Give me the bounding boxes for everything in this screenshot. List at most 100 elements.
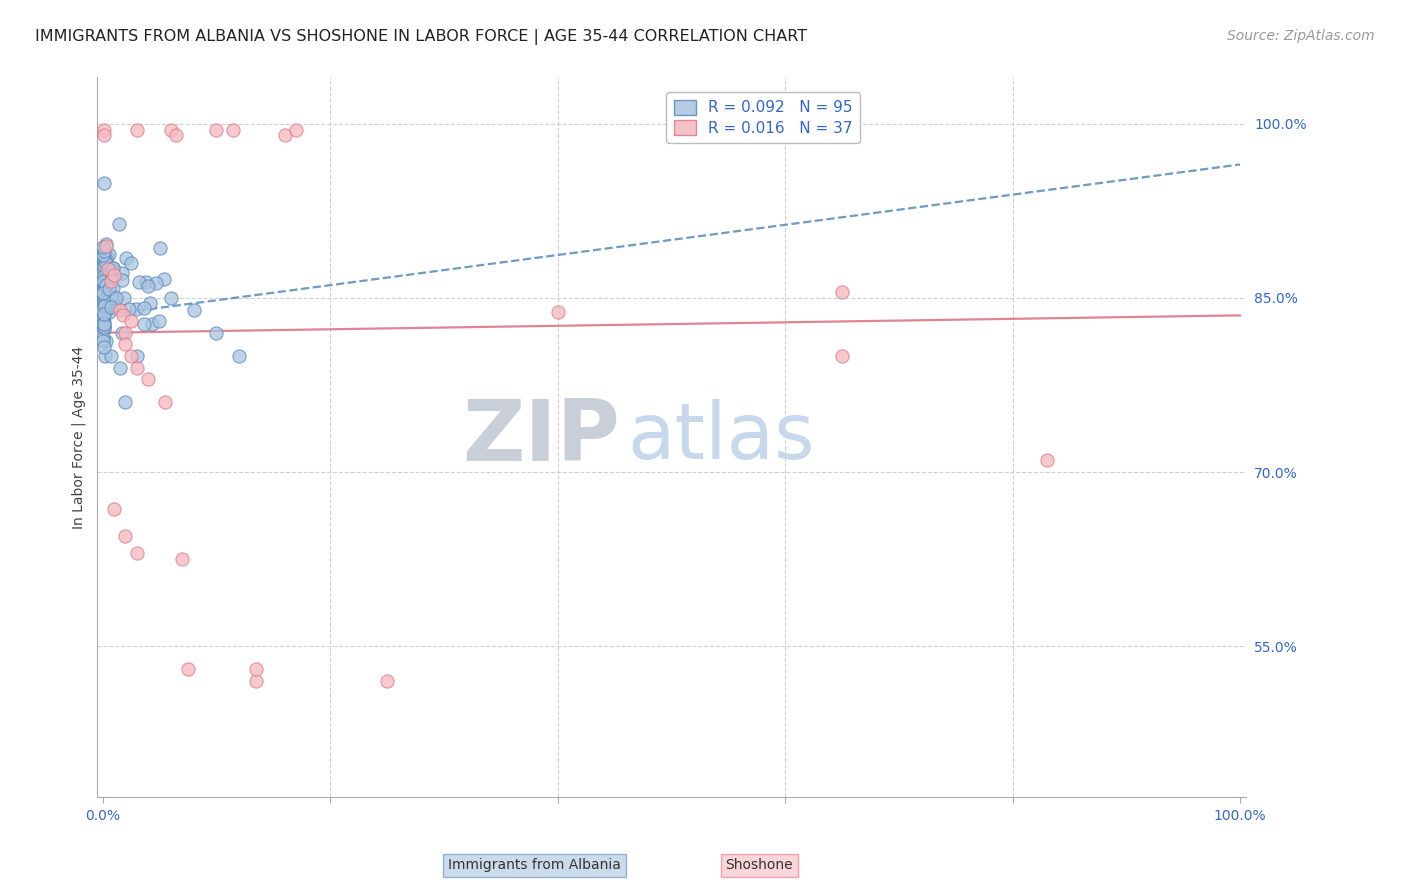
Point xyxy=(91,274,114,288)
Point xyxy=(94,349,117,363)
Point xyxy=(136,279,159,293)
Point xyxy=(96,297,118,311)
Point xyxy=(96,277,118,291)
Point xyxy=(375,673,398,688)
Point xyxy=(94,238,117,252)
Point xyxy=(111,266,134,280)
Point xyxy=(93,122,115,136)
Point xyxy=(91,247,114,261)
Point xyxy=(120,256,142,270)
Point xyxy=(93,268,115,283)
Point xyxy=(114,395,136,409)
Point xyxy=(97,299,120,313)
Point xyxy=(96,249,118,263)
Point xyxy=(103,502,125,516)
Point xyxy=(145,276,167,290)
Point xyxy=(222,122,245,136)
Point xyxy=(112,291,135,305)
Point xyxy=(245,673,267,688)
Point xyxy=(93,299,115,313)
Point xyxy=(134,317,156,331)
Point xyxy=(93,293,115,308)
Point xyxy=(91,295,114,310)
Point xyxy=(138,295,160,310)
Point xyxy=(245,662,267,676)
Point xyxy=(97,247,120,261)
Point xyxy=(115,252,138,266)
Point xyxy=(91,285,114,299)
Point xyxy=(91,239,114,253)
Point xyxy=(94,294,117,309)
Point xyxy=(91,310,114,325)
Point xyxy=(134,301,156,316)
Point xyxy=(177,662,200,676)
Point xyxy=(136,372,159,386)
Point xyxy=(101,260,124,275)
Point xyxy=(183,302,205,317)
Point xyxy=(94,236,117,251)
Legend: R = 0.092   N = 95, R = 0.016   N = 37: R = 0.092 N = 95, R = 0.016 N = 37 xyxy=(666,92,860,144)
Point xyxy=(120,349,142,363)
Point xyxy=(114,529,136,543)
Point xyxy=(128,275,150,289)
Point xyxy=(101,270,124,285)
Point xyxy=(97,261,120,276)
Point xyxy=(91,292,114,306)
Text: IMMIGRANTS FROM ALBANIA VS SHOSHONE IN LABOR FORCE | AGE 35-44 CORRELATION CHART: IMMIGRANTS FROM ALBANIA VS SHOSHONE IN L… xyxy=(35,29,807,45)
Point xyxy=(547,305,569,319)
Point xyxy=(91,331,114,345)
Point xyxy=(101,281,124,295)
Point xyxy=(93,322,115,336)
Point xyxy=(108,302,131,317)
Point xyxy=(125,122,148,136)
Point xyxy=(125,360,148,375)
Point xyxy=(100,274,122,288)
Point xyxy=(1035,453,1057,467)
Point xyxy=(93,315,115,329)
Point xyxy=(118,302,141,317)
Point xyxy=(94,256,117,270)
Point xyxy=(111,273,134,287)
Point xyxy=(91,291,114,305)
Point xyxy=(100,349,122,363)
Point xyxy=(94,287,117,301)
Point xyxy=(284,122,307,136)
Text: ZIP: ZIP xyxy=(461,396,620,479)
Point xyxy=(93,314,115,328)
Point xyxy=(93,307,115,321)
Point xyxy=(91,258,114,272)
Text: Shoshone: Shoshone xyxy=(725,858,793,872)
Text: Immigrants from Albania: Immigrants from Albania xyxy=(449,858,620,872)
Point xyxy=(125,349,148,363)
Point xyxy=(94,252,117,266)
Text: Source: ZipAtlas.com: Source: ZipAtlas.com xyxy=(1227,29,1375,43)
Point xyxy=(93,253,115,268)
Y-axis label: In Labor Force | Age 35-44: In Labor Force | Age 35-44 xyxy=(72,345,86,529)
Point xyxy=(153,272,176,286)
Point xyxy=(93,128,115,143)
Point xyxy=(94,278,117,293)
Point xyxy=(94,334,117,348)
Point xyxy=(205,122,228,136)
Point xyxy=(273,128,295,143)
Point xyxy=(159,122,181,136)
Point xyxy=(166,128,188,143)
Text: atlas: atlas xyxy=(627,400,815,475)
Point xyxy=(108,217,131,231)
Point xyxy=(97,287,120,301)
Point xyxy=(93,339,115,353)
Point xyxy=(100,263,122,277)
Point xyxy=(98,305,121,319)
Point xyxy=(98,291,121,305)
Point xyxy=(97,294,120,309)
Point xyxy=(114,326,136,340)
Point xyxy=(153,395,176,409)
Point xyxy=(93,298,115,312)
Point xyxy=(831,285,853,300)
Point xyxy=(159,291,181,305)
Point xyxy=(91,241,114,255)
Point xyxy=(94,302,117,317)
Point xyxy=(111,309,134,323)
Point xyxy=(93,320,115,334)
Point xyxy=(103,260,125,275)
